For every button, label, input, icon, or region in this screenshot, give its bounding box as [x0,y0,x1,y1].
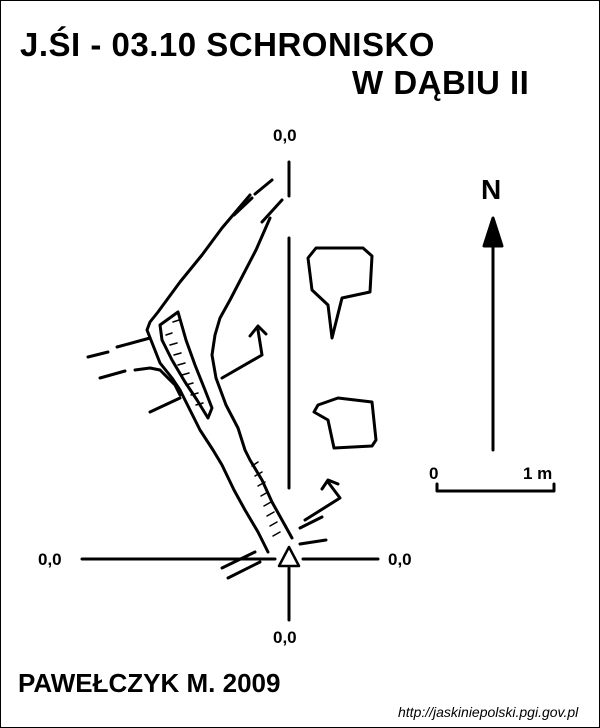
rock-block-lower [312,396,378,450]
slope-hachures-lower [251,461,281,537]
passage-stub-1 [148,396,182,414]
slope-arrow-lower [303,478,342,522]
axis-label-bottom: 0,0 [273,628,297,647]
scale-label-end: 1 m [523,464,553,483]
author-credit: PAWEŁCZYK M. 2009 [18,668,281,698]
entrance-dash-2 [260,198,284,224]
map-title-line1: J.ŚI - 03.10 SCHRONISKO [20,26,435,63]
slope-area-upper [158,310,214,420]
map-title-line2: W DĄBIU II [352,64,530,101]
scale-label-start: 0 [429,464,439,483]
slope-hachures-upper [165,319,204,406]
passage-dash-2 [115,336,152,349]
datum-point-icon [277,545,301,568]
north-label: N [481,174,502,205]
axis-label-top: 0,0 [273,126,297,145]
passage-stub-2 [220,550,257,570]
slope-arrow-upper [220,324,268,380]
entrance-dash-3 [253,178,274,196]
passage-stub-3 [226,560,262,580]
passage-dash-1 [86,350,110,359]
rock-block-upper [306,246,374,340]
axis-label-right: 0,0 [388,550,412,569]
passage-stub-5 [298,538,328,546]
entrance-dash-1 [232,196,254,217]
scale-bar [435,482,556,493]
north-arrow-icon [482,216,504,248]
source-url: http://jaskiniepolski.pgi.gov.pl [398,704,579,720]
passage-dash-3 [98,369,127,380]
axis-label-left: 0,0 [38,550,62,569]
cave-wall-right [210,216,294,540]
passage-left-wall [133,366,182,397]
passage-stub-4 [298,515,324,530]
